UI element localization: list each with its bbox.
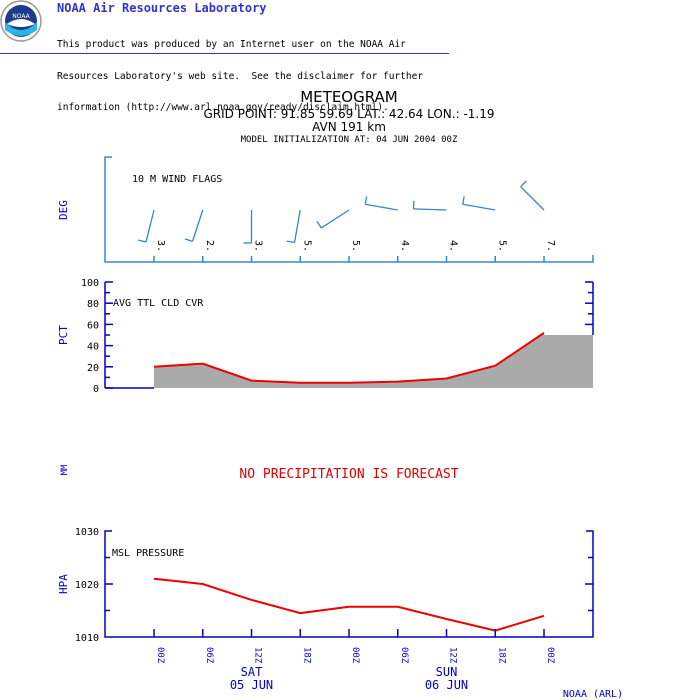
date-label: 05 JUN (230, 678, 273, 692)
header-divider (0, 53, 449, 54)
wind-axes: 3. 2. 3. 5. 5. 4. 4. 5. 7. (104, 156, 594, 263)
time-tick-label: 12Z (448, 647, 458, 664)
footer-credit: NOAA (ARL) (563, 689, 623, 700)
wind-flag-barb (462, 196, 465, 205)
wind-flag-shaft (145, 209, 155, 243)
wind-flag-shaft (462, 203, 496, 211)
pressure-ytick-label: 1010 (75, 633, 99, 644)
wind-flag-barb (364, 196, 368, 205)
wind-flag (364, 196, 398, 211)
wind-speed-label: 3. (253, 240, 264, 252)
disclaimer-line: Resources Laboratory's web site. See the… (57, 70, 424, 82)
cloud-panel: PCT 0 20 40 60 80 100 AVG TTL CLD CVR (57, 278, 594, 395)
day-label: SAT (241, 665, 263, 679)
time-tick-label: 18Z (496, 647, 506, 664)
wind-flag-shaft (413, 208, 447, 211)
wind-flag-barb (184, 238, 193, 243)
noaa-logo: NOAA (0, 0, 42, 42)
pressure-line (153, 577, 545, 632)
wind-speed-label: 5. (301, 240, 312, 252)
grid-point-label: GRID POINT: 91.85 59.69 LAT.: 42.64 LON.… (203, 107, 494, 121)
disclaimer-text: This product was produced by an Internet… (57, 19, 423, 124)
org-title: NOAA Air Resources Laboratory (57, 1, 267, 15)
wind-flag (316, 209, 350, 229)
svg-text:NOAA: NOAA (12, 13, 30, 20)
cloud-fill (154, 332, 593, 388)
wind-panel: DEG 10 M WIND FLAGS 3. 2. 3. 5. 5. 4. 4. 5. 7. (57, 156, 594, 263)
cloud-ytick-label: 20 (87, 363, 99, 374)
wind-flag (138, 209, 155, 243)
model-label: AVN 191 km (312, 120, 386, 134)
wind-flag (286, 209, 301, 244)
wind-flag (462, 196, 496, 211)
pressure-title: MSL PRESSURE (112, 548, 184, 559)
pressure-axes: 1010 1020 1030 (75, 527, 594, 644)
pressure-ytick-label: 1030 (75, 527, 99, 538)
cloud-ytick-label: 60 (87, 320, 99, 331)
wind-speed-label: 4. (448, 240, 459, 252)
time-tick-label: 06Z (399, 647, 409, 664)
wind-speed-label: 5. (350, 240, 361, 252)
wind-title: 10 M WIND FLAGS (132, 174, 222, 185)
wind-flag-shaft (293, 209, 301, 243)
time-tick-label: 06Z (204, 647, 214, 664)
init-label: MODEL INITIALIZATION AT: 04 JUN 2004 00Z (241, 135, 458, 145)
wind-speed-label: 2. (204, 240, 215, 252)
time-tick-label: 00Z (155, 647, 165, 664)
wind-speed-label: 7. (545, 240, 556, 252)
date-label: 06 JUN (425, 678, 468, 692)
wind-speed-label: 4. (399, 240, 410, 252)
cloud-area (153, 332, 593, 388)
precip-panel: MM NO PRECIPITATION IS FORECAST (60, 464, 459, 482)
wind-ylabel: DEG (57, 200, 70, 220)
wind-flag-barb (520, 180, 527, 188)
wind-flag (184, 209, 204, 243)
time-tick-label: 18Z (301, 647, 311, 664)
pressure-series (153, 577, 545, 632)
pressure-axis-frame (104, 530, 594, 638)
day-label: SUN (436, 665, 458, 679)
time-tick-label: 12Z (253, 647, 263, 664)
time-tick-label: 00Z (350, 647, 360, 664)
cloud-ytick-label: 100 (81, 278, 99, 289)
wind-flag-barb (286, 240, 295, 244)
cloud-ytick-label: 40 (87, 342, 99, 353)
wind-flag-shaft (320, 209, 350, 229)
wind-flag (520, 180, 545, 211)
wind-speed-label: 3. (155, 240, 166, 252)
wind-flag-shaft (520, 186, 545, 211)
cloud-ylabel: PCT (57, 325, 70, 345)
wind-flag (243, 210, 253, 244)
cloud-axes: 0 20 40 60 80 100 (81, 278, 594, 395)
wind-flag-barb (138, 239, 147, 243)
wind-flags (138, 180, 545, 244)
cloud-ytick-label: 0 (93, 384, 99, 395)
cloud-title: AVG TTL CLD CVR (113, 298, 204, 309)
precip-ylabel: MM (60, 464, 70, 475)
wind-axis-frame (104, 156, 594, 263)
chart-title: METEOGRAM (300, 88, 398, 106)
wind-speed-label: 5. (496, 240, 507, 252)
pressure-ytick-label: 1020 (75, 580, 99, 591)
cloud-line (153, 332, 545, 384)
wind-flag (412, 200, 447, 211)
pressure-ylabel: HPA (57, 574, 70, 594)
wind-flag-barb (316, 220, 322, 229)
time-tick-label: 00Z (545, 647, 555, 664)
wind-flag-shaft (191, 209, 204, 242)
disclaimer-line: This product was produced by an Internet… (57, 39, 406, 50)
cloud-ytick-label: 80 (87, 299, 99, 310)
pressure-panel: HPA 1010 1020 1030 MSL PRESSURE 00Z 06Z 12Z 1… (57, 527, 594, 692)
disclaimer-line: information (http://www.arl.noaa.gov/rea… (57, 102, 389, 113)
wind-flag-shaft (365, 203, 398, 211)
no-precip-message: NO PRECIPITATION IS FORECAST (239, 467, 458, 482)
